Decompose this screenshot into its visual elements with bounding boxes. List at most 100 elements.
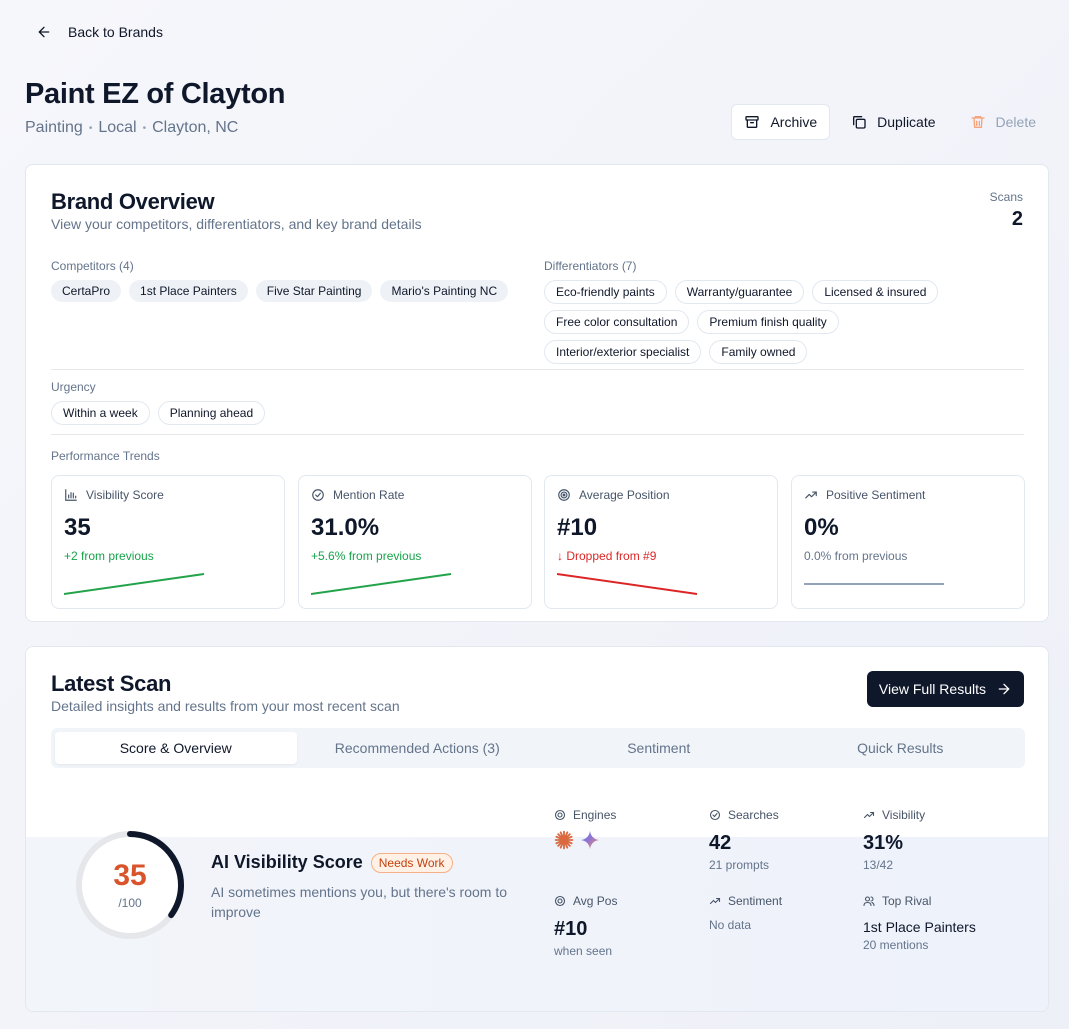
stat-searches: Searches 42 21 prompts: [709, 808, 859, 872]
metric-label: Positive Sentiment: [826, 488, 926, 502]
sparkline-flat: [804, 583, 944, 585]
stat-sub: 21 prompts: [709, 858, 770, 872]
score-title: AI Visibility Score: [211, 852, 363, 872]
tab-score-overview[interactable]: Score & Overview: [55, 732, 297, 764]
archive-button[interactable]: Archive: [731, 104, 831, 140]
metric-delta: +5.6% from previous: [311, 549, 422, 563]
latest-scan-card: Latest Scan Detailed insights and result…: [25, 646, 1049, 1012]
status-badge: Needs Work: [370, 852, 453, 873]
competitors-list: CertaPro 1st Place Painters Five Star Pa…: [51, 280, 511, 302]
urgency-label: Urgency: [51, 380, 96, 394]
metric-label: Visibility Score: [86, 488, 164, 502]
metric-value: #10: [557, 514, 598, 541]
brand-scope: Local: [98, 119, 137, 136]
differentiator-chip: Licensed & insured: [812, 280, 939, 304]
sparkline-up: [311, 573, 452, 595]
tab-sentiment[interactable]: Sentiment: [627, 740, 691, 756]
stat-sentiment: Sentiment No data: [709, 894, 859, 932]
stat-label-row: Engines: [554, 808, 704, 822]
competitor-chip: CertaPro: [51, 280, 122, 302]
score-description: AI sometimes mentions you, but there's r…: [211, 884, 508, 920]
metric-header: Average Position: [557, 488, 670, 502]
back-label: Back to Brands: [68, 24, 163, 40]
duplicate-label: Duplicate: [877, 114, 936, 130]
stat-top-rival: Top Rival 1st Place Painters 20 mentions: [863, 894, 1033, 952]
check-circle-icon: [312, 489, 324, 501]
view-full-results-button[interactable]: View Full Results: [866, 671, 1024, 707]
score-background: [26, 837, 1048, 1011]
stat-label-row: Visibility: [863, 808, 1013, 822]
score-gauge: [76, 831, 184, 939]
differentiators-label: Differentiators (7): [544, 259, 637, 273]
overview-subtitle: View your competitors, differentiators, …: [51, 216, 422, 232]
metric-card-average-position: Average Position #10 ↓ Dropped from #9: [544, 475, 778, 609]
differentiator-chip: Interior/exterior specialist: [544, 340, 702, 364]
check-circle-icon: [709, 809, 721, 821]
competitor-chip: Mario's Painting NC: [380, 280, 509, 302]
gemini-engine-icon: [580, 830, 600, 850]
stat-sub: 13/42: [863, 858, 894, 872]
stat-label: Searches: [728, 808, 779, 822]
target-icon: [554, 895, 566, 907]
back-to-brands-link[interactable]: Back to Brands: [36, 24, 163, 40]
trending-up-icon: [805, 491, 817, 499]
competitor-chip: Five Star Painting: [255, 280, 373, 302]
urgency-chip: Planning ahead: [157, 401, 266, 425]
stat-label-row: Top Rival: [863, 894, 1033, 908]
trash-icon: [970, 116, 985, 128]
scan-tabs: Score & Overview Recommended Actions (3)…: [51, 728, 1025, 768]
differentiator-chip: Eco-friendly paints: [544, 280, 667, 304]
stat-label-row: Sentiment: [709, 894, 859, 908]
copy-icon: [853, 116, 866, 129]
metric-card-positive-sentiment: Positive Sentiment 0% 0.0% from previous: [791, 475, 1025, 609]
score-value: 35: [113, 859, 147, 892]
bar-chart-icon: [65, 489, 77, 501]
stat-value: 42: [709, 832, 732, 854]
tab-quick-results[interactable]: Quick Results: [857, 740, 944, 756]
tab-recommended-actions[interactable]: Recommended Actions (3): [334, 740, 500, 756]
stat-label-row: Searches: [709, 808, 859, 822]
stat-label: Avg Pos: [573, 894, 618, 908]
metric-header: Positive Sentiment: [804, 488, 925, 502]
competitor-chip: 1st Place Painters: [129, 280, 248, 302]
engine-icons: [554, 830, 704, 850]
differentiator-chip: Warranty/guarantee: [674, 280, 805, 304]
metric-card-visibility: Visibility Score 35 +2 from previous: [51, 475, 285, 609]
duplicate-button[interactable]: Duplicate: [838, 104, 948, 140]
score-max: /100: [118, 896, 142, 910]
delete-button[interactable]: Delete: [957, 104, 1049, 140]
claude-engine-icon: [554, 830, 574, 850]
brand-overview-card: Brand Overview View your competitors, di…: [25, 164, 1049, 622]
users-icon: [863, 896, 875, 907]
stat-sub: 20 mentions: [863, 938, 929, 952]
divider: [51, 369, 1024, 370]
differentiator-chip: Family owned: [709, 340, 808, 364]
metric-value: 31.0%: [311, 514, 380, 541]
page-title: Paint EZ of Clayton: [25, 78, 286, 110]
overview-title: Brand Overview: [51, 189, 215, 214]
metric-card-mention-rate: Mention Rate 31.0% +5.6% from previous: [298, 475, 532, 609]
trending-up-icon: [709, 897, 721, 905]
metric-header: Mention Rate: [311, 488, 404, 502]
score-gauge-fill: [76, 831, 184, 939]
separator-dot: •: [142, 122, 147, 134]
arrow-right-icon: [998, 683, 1010, 695]
stat-label: Sentiment: [728, 894, 783, 908]
metric-header: Visibility Score: [64, 488, 164, 502]
separator-dot: •: [88, 122, 93, 134]
stat-value: 1st Place Painters: [863, 919, 976, 935]
differentiator-chip: Premium finish quality: [697, 310, 839, 334]
archive-label: Archive: [770, 114, 818, 130]
performance-trends-label: Performance Trends: [51, 449, 160, 463]
target-icon: [554, 809, 566, 821]
score-heading: AI Visibility Score Needs Work: [211, 852, 453, 873]
arrow-left-icon: [38, 26, 50, 38]
stat-label: Top Rival: [882, 894, 932, 908]
scans-label: Scans: [989, 190, 1023, 204]
divider: [51, 434, 1024, 435]
brand-location: Clayton, NC: [152, 119, 239, 136]
competitors-label: Competitors (4): [51, 259, 134, 273]
scan-title: Latest Scan: [51, 671, 172, 696]
brand-category: Painting: [25, 119, 83, 136]
metric-value: 35: [64, 514, 91, 541]
